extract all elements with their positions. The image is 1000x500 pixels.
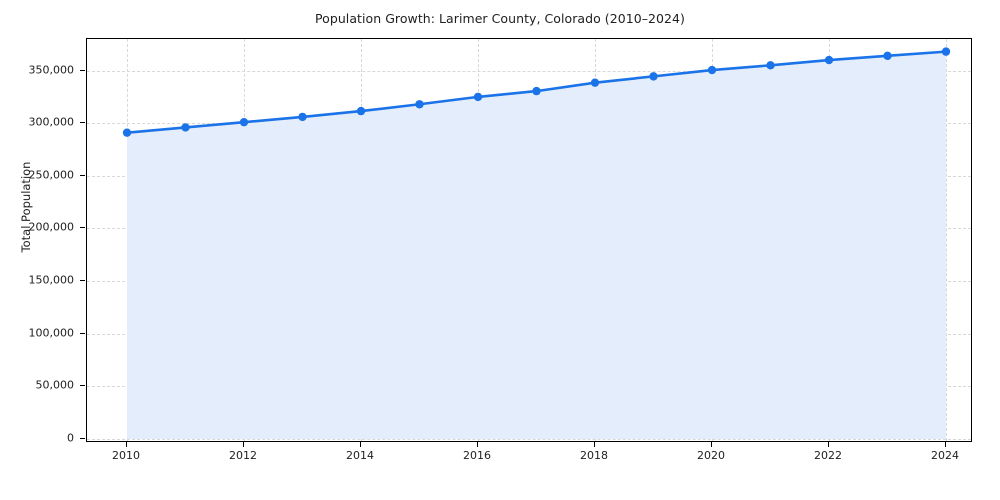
data-point-marker	[649, 72, 658, 81]
x-axis-tick-mark	[126, 442, 127, 447]
data-point-marker	[590, 78, 600, 87]
y-axis-tick-mark	[80, 280, 85, 282]
y-axis-tick-mark	[80, 332, 85, 334]
y-axis-tick-label: 250,000	[28, 168, 75, 182]
y-axis-tick-marks	[0, 38, 86, 442]
y-axis-tick-label: 350,000	[28, 63, 75, 77]
x-axis-tick-label: 2010	[112, 449, 140, 462]
data-point-marker	[122, 128, 132, 137]
data-point-marker	[181, 123, 190, 132]
x-axis-tick-mark	[945, 442, 946, 447]
data-point-marker	[707, 65, 717, 75]
x-axis-tick-label: 2014	[346, 449, 374, 462]
data-point-marker	[766, 61, 775, 70]
gridline-horizontal	[87, 70, 971, 72]
x-axis-tick-labels: 2010 2012 2014 2016 2018 2020 2022 2024	[86, 449, 972, 469]
gridline-horizontal	[87, 439, 971, 440]
data-point-marker	[473, 92, 483, 102]
y-axis-tick-label: 100,000	[28, 326, 75, 340]
data-point-marker	[298, 112, 307, 122]
x-axis-tick-label: 2022	[814, 449, 842, 462]
y-axis-tick-label: 50,000	[35, 378, 75, 392]
data-point-marker	[941, 47, 951, 56]
data-point-marker	[415, 100, 424, 109]
plot-area	[86, 38, 972, 442]
data-point-marker	[239, 117, 249, 127]
x-axis-tick-mark	[828, 442, 829, 447]
x-axis-tick-mark	[360, 442, 361, 447]
y-axis-tick-labels: 0 50,000 100,000 150,000 200,000 250,000 300,0…	[0, 38, 75, 445]
x-axis-tick-label: 2018	[580, 449, 608, 462]
x-axis-tick-mark	[243, 442, 244, 447]
y-axis-tick-mark	[80, 122, 85, 124]
y-axis-tick-mark	[80, 69, 85, 71]
y-axis-tick-mark	[80, 438, 85, 439]
gridline-vertical	[946, 39, 947, 441]
x-axis-tick-mark	[477, 442, 478, 447]
y-axis-tick-label: 150,000	[28, 273, 75, 287]
data-point-marker	[883, 51, 892, 61]
x-axis-tick-label: 2020	[697, 449, 725, 462]
y-axis-tick-label: 0	[67, 431, 74, 445]
x-axis-tick-marks	[86, 442, 972, 448]
x-axis-tick-mark	[594, 442, 595, 447]
chart-title: Population Growth: Larimer County, Color…	[315, 11, 685, 26]
y-axis-tick-label: 300,000	[28, 115, 75, 129]
x-axis-tick-label: 2024	[931, 449, 959, 462]
y-axis-tick-mark	[80, 174, 85, 176]
area-fill	[127, 51, 946, 439]
x-axis-tick-label: 2012	[229, 449, 257, 462]
y-axis-tick-mark	[80, 227, 85, 229]
data-point-marker	[532, 86, 541, 96]
x-axis-tick-mark	[711, 442, 712, 447]
y-axis-tick-label: 200,000	[28, 220, 75, 234]
x-axis-tick-label: 2016	[463, 449, 491, 462]
data-point-marker	[824, 55, 834, 65]
data-point-marker	[356, 106, 366, 116]
population-series	[122, 47, 951, 439]
y-axis-tick-mark	[80, 385, 85, 387]
